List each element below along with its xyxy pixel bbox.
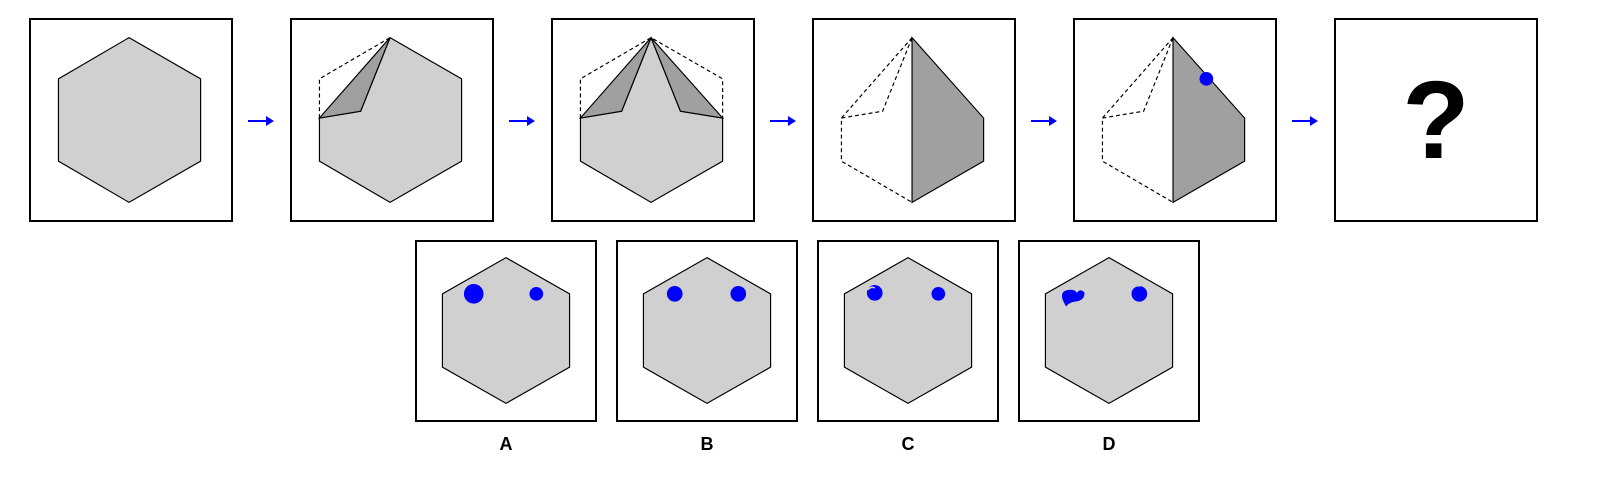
hole-dot: [463, 284, 484, 304]
arrow-right-icon: [1292, 116, 1318, 126]
arrow-right-icon: [248, 116, 274, 126]
sequence-panel-1: [29, 18, 233, 222]
sequence-panel-4: [812, 18, 1016, 222]
hole-dot: [1061, 289, 1085, 307]
hexagon-folded-half-figure: [840, 36, 985, 204]
sequence-panel-5: [1073, 18, 1277, 222]
option-a-panel[interactable]: [415, 240, 597, 422]
option-c-label[interactable]: C: [901, 434, 915, 454]
sequence-panel-unknown: ?: [1334, 18, 1538, 222]
punched-hole-dot: [1199, 71, 1214, 86]
hole-dot: [730, 286, 747, 302]
option-d-figure: [1044, 256, 1174, 405]
hole-dot: [1131, 286, 1148, 302]
option-a-figure: [441, 256, 571, 405]
question-mark: ?: [1402, 58, 1470, 182]
hexagon-fold-two-corners-figure: [578, 36, 725, 204]
hole-dot: [931, 286, 946, 301]
sequence-panel-3: [551, 18, 755, 222]
option-d-label[interactable]: D: [1102, 434, 1116, 454]
hole-dot: [529, 286, 544, 301]
option-d-panel[interactable]: [1018, 240, 1200, 422]
option-c-panel[interactable]: [817, 240, 999, 422]
arrow-right-icon: [770, 116, 796, 126]
arrow-right-icon: [1031, 116, 1057, 126]
option-b-label[interactable]: B: [700, 434, 714, 454]
option-b-figure: [642, 256, 772, 405]
sequence-panel-2: [290, 18, 494, 222]
option-c-figure: [843, 256, 973, 405]
hexagon-fold-one-corner-figure: [317, 36, 463, 204]
hole-dot: [866, 285, 883, 301]
hole-dot: [666, 286, 683, 302]
hexagon-folded-half-punched-figure: [1101, 36, 1246, 204]
arrow-right-icon: [509, 116, 535, 126]
option-a-label[interactable]: A: [499, 434, 513, 454]
hexagon-figure: [57, 36, 202, 204]
option-b-panel[interactable]: [616, 240, 798, 422]
